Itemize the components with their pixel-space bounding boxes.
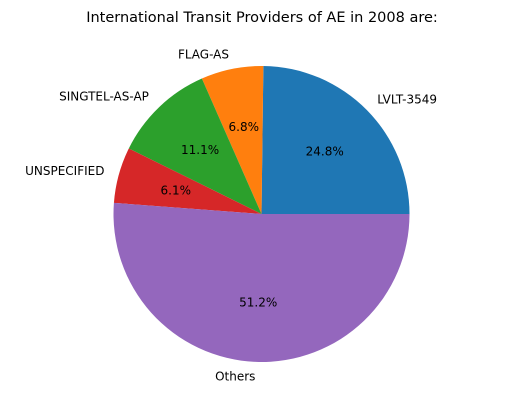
slice-label-others: Others [215,370,255,384]
pie-slice-singtel-as-ap [128,78,262,214]
slice-labels: LVLT-3549 24.8% FLAG-AS 6.8% SINGTEL-AS-AP 11… [25,48,437,384]
pie-slice-others [113,202,410,362]
pie-slice-unspecified [113,148,262,214]
slice-label-singtel-as-ap: SINGTEL-AS-AP [59,89,149,103]
slice-label-unspecified: UNSPECIFIED [25,164,104,178]
slice-label-flag-as: FLAG-AS [178,48,229,62]
slice-pct-lvlt-3549: 24.8% [306,145,344,159]
slice-pct-others: 51.2% [239,296,277,310]
slice-label-lvlt-3549: LVLT-3549 [377,93,437,107]
slice-pct-unspecified: 6.1% [161,184,192,198]
pie-slice-lvlt-3549 [261,66,410,214]
slice-pct-flag-as: 6.8% [229,120,260,134]
pie-slice-flag-as [201,65,264,215]
pie-slices [113,65,410,362]
slice-pct-singtel-as-ap: 11.1% [181,143,219,157]
chart-title: International Transit Providers of AE in… [86,10,438,26]
